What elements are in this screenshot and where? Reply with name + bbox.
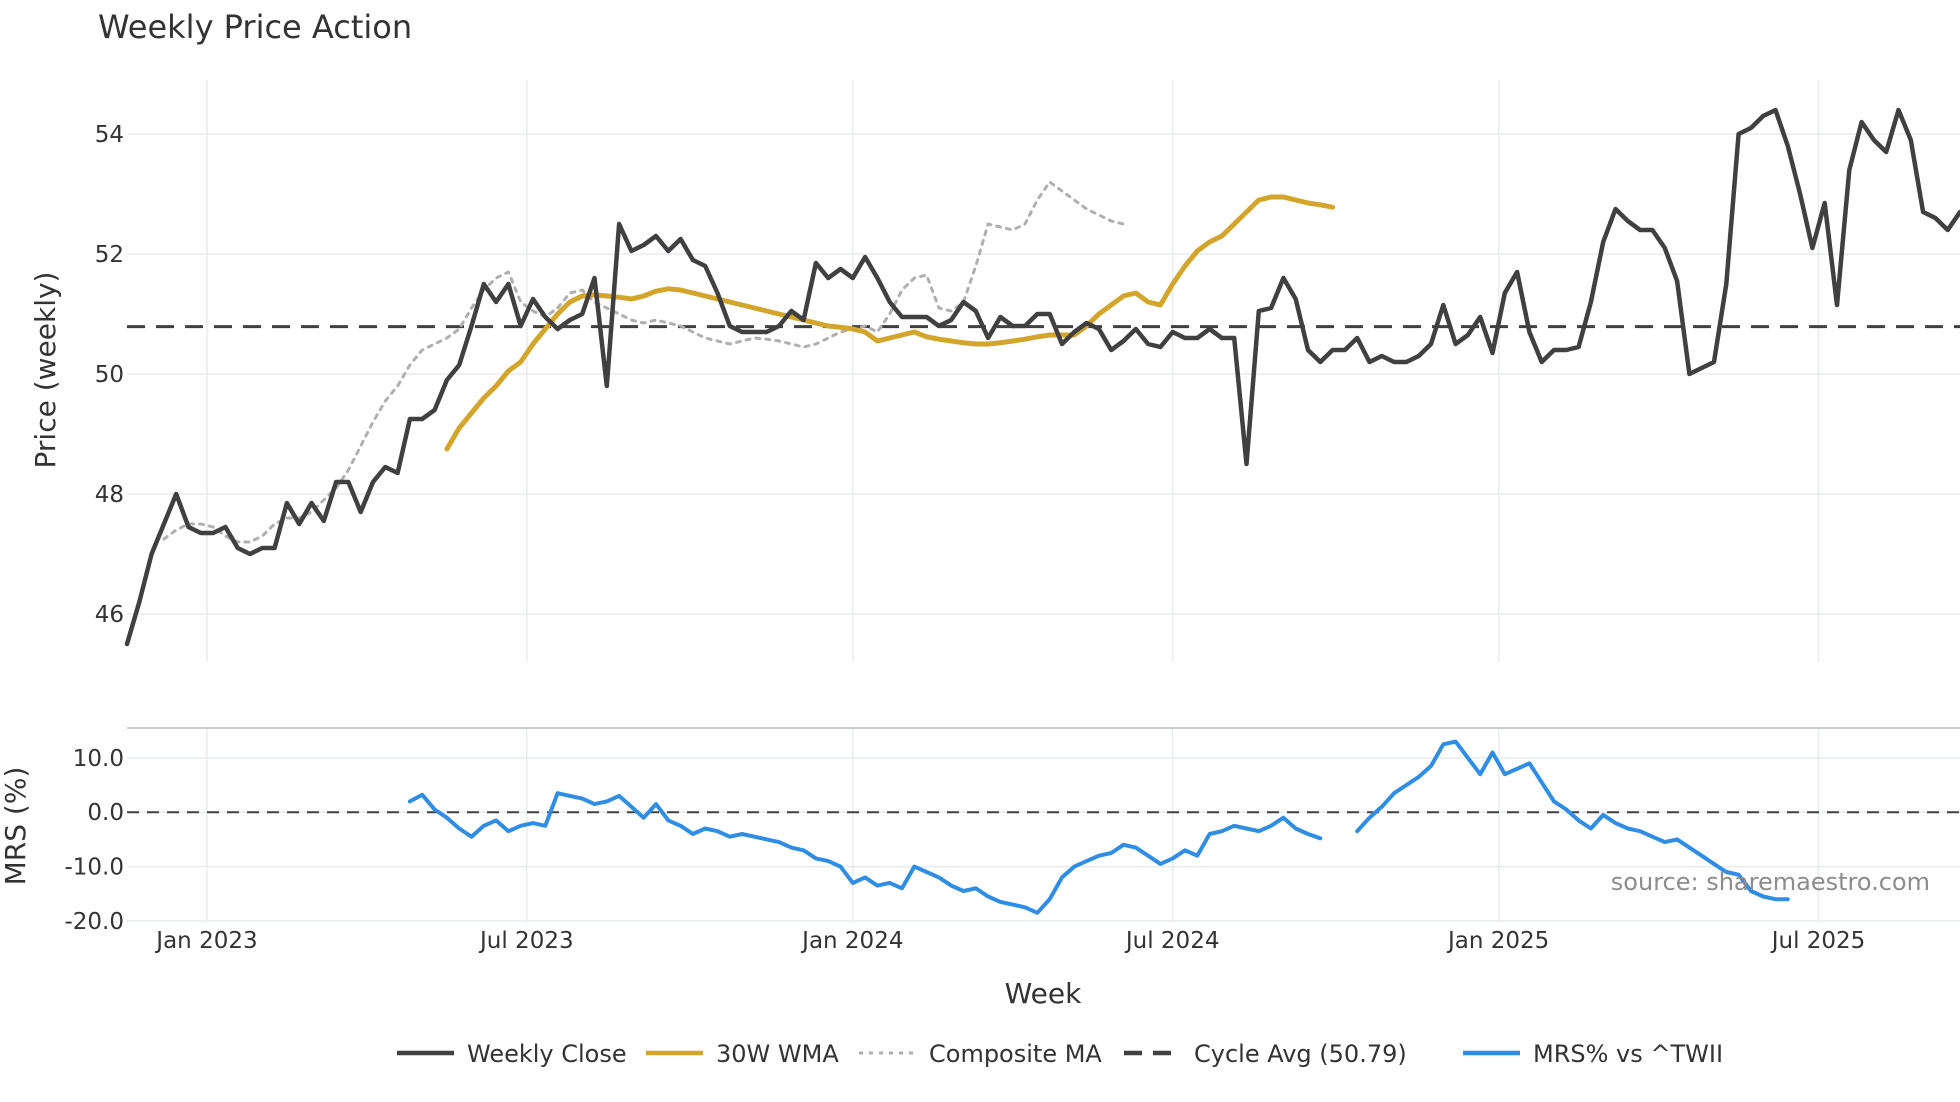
- mrs-lines: [127, 739, 1960, 915]
- legend-label: 30W WMA: [716, 1040, 839, 1068]
- mrs-line: [407, 739, 1790, 915]
- price-y-tick-label: 46: [95, 602, 124, 628]
- price-y-tick-label: 54: [95, 122, 124, 148]
- legend-label: Cycle Avg (50.79): [1194, 1040, 1407, 1068]
- mrs-y-tick-label: -20.0: [64, 909, 124, 935]
- x-tick-label: Jan 2023: [154, 928, 257, 954]
- legend-composite-ma[interactable]: Composite MA: [859, 1040, 1102, 1068]
- composite-ma-line: [162, 180, 1125, 544]
- price-y-tick-label: 50: [95, 362, 124, 388]
- price-axis-title: Price (weekly): [29, 272, 62, 469]
- mrs-y-tick-label: 10.0: [73, 746, 124, 772]
- legend-label: MRS% vs ^TWII: [1533, 1040, 1723, 1068]
- x-ticks: Jan 2023 Jul 2023 Jan 2024 Jul 2024 Jan 2025…: [154, 928, 1865, 954]
- source-watermark: source: sharemaestro.com: [1611, 868, 1930, 896]
- mrs-axis-title: MRS (%): [0, 767, 32, 886]
- legend-mrs[interactable]: MRS% vs ^TWII: [1463, 1040, 1723, 1068]
- wma-30w-line: [444, 194, 1336, 452]
- mrs-y-tick-label: -10.0: [64, 855, 124, 881]
- legend-30w-wma[interactable]: 30W WMA: [646, 1040, 839, 1068]
- price-lines: [124, 107, 1960, 647]
- x-tick-label: Jul 2023: [478, 928, 574, 954]
- x-tick-label: Jul 2025: [1770, 928, 1866, 954]
- legend-label: Composite MA: [929, 1040, 1102, 1068]
- x-axis-title: Week: [1005, 977, 1082, 1010]
- price-y-tick-label: 48: [95, 482, 124, 508]
- chart-title: Weekly Price Action: [98, 8, 412, 46]
- weekly-close-line: [124, 107, 1960, 647]
- mrs-y-ticks: 10.0 0.0 -10.0 -20.0: [64, 746, 124, 935]
- price-y-ticks: 46 48 50 52 54: [95, 122, 124, 628]
- x-tick-label: Jan 2024: [800, 928, 903, 954]
- legend: Weekly Close 30W WMA Composite MA Cycle Avg…: [397, 1040, 1723, 1068]
- price-grid: [127, 80, 1960, 662]
- price-y-tick-label: 52: [95, 242, 124, 268]
- legend-weekly-close[interactable]: Weekly Close: [397, 1040, 627, 1068]
- x-tick-label: Jul 2024: [1124, 928, 1220, 954]
- x-tick-label: Jan 2025: [1446, 928, 1549, 954]
- legend-label: Weekly Close: [467, 1040, 627, 1068]
- legend-cycle-avg[interactable]: Cycle Avg (50.79): [1124, 1040, 1407, 1068]
- mrs-y-tick-label: 0.0: [87, 800, 124, 826]
